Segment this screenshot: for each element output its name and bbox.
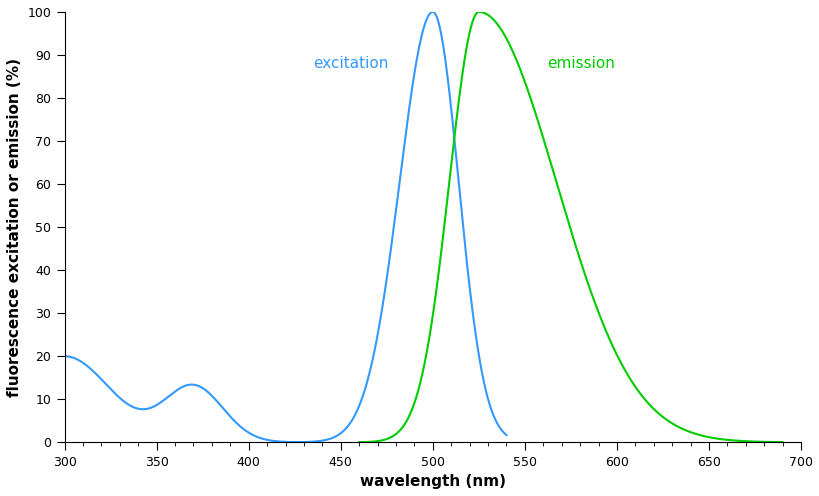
- Text: emission: emission: [546, 56, 614, 71]
- Y-axis label: fluorescence excitation or emission (%): fluorescence excitation or emission (%): [7, 58, 22, 397]
- Text: excitation: excitation: [313, 56, 388, 71]
- X-axis label: wavelength (nm): wavelength (nm): [360, 474, 505, 489]
